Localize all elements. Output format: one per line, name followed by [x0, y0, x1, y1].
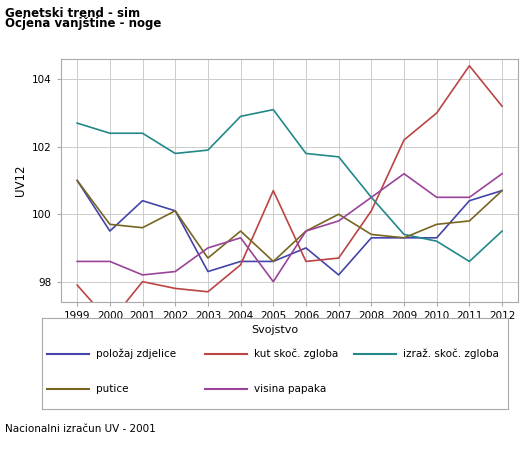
Text: kut skoč. zgloba: kut skoč. zgloba: [254, 349, 339, 360]
X-axis label: Godina rođenja: Godina rođenja: [244, 326, 335, 340]
Text: Ocjena vanjštine - noge: Ocjena vanjštine - noge: [5, 17, 162, 30]
Text: izraž. skoč. zgloba: izraž. skoč. zgloba: [403, 349, 499, 360]
Y-axis label: UV12: UV12: [14, 165, 26, 196]
Text: Genetski trend - sim: Genetski trend - sim: [5, 7, 140, 20]
Text: putice: putice: [96, 384, 129, 394]
Text: Svojstvo: Svojstvo: [251, 325, 299, 335]
Text: Nacionalni izračun UV - 2001: Nacionalni izračun UV - 2001: [5, 424, 156, 434]
Text: položaj zdjelice: položaj zdjelice: [96, 349, 176, 360]
Text: visina papaka: visina papaka: [254, 384, 326, 394]
